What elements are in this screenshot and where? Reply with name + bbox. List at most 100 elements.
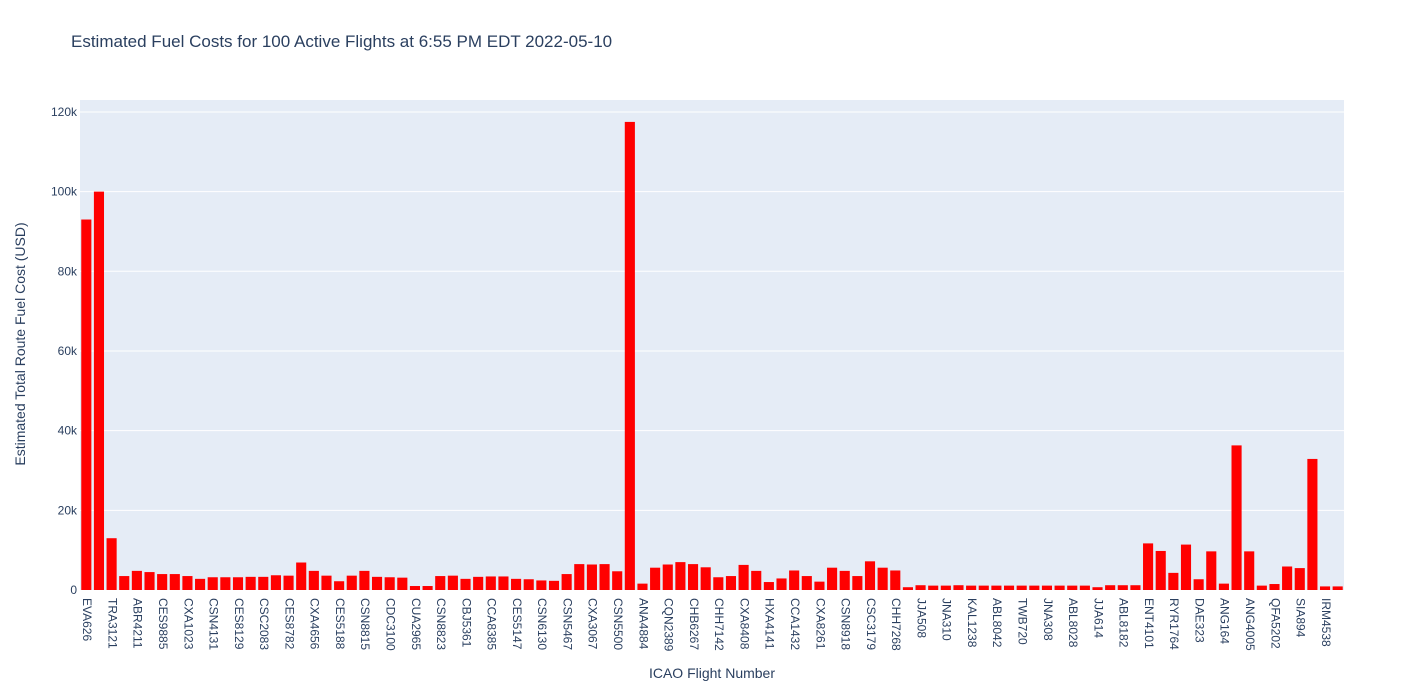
x-tick-label: JNA310 bbox=[940, 598, 954, 641]
bar bbox=[1282, 566, 1293, 590]
bar bbox=[1041, 585, 1053, 590]
bar bbox=[586, 564, 597, 590]
bar bbox=[232, 577, 244, 590]
bar bbox=[245, 576, 256, 590]
bar bbox=[928, 585, 939, 590]
bar bbox=[1054, 585, 1065, 590]
bar bbox=[991, 585, 1002, 590]
bar bbox=[877, 567, 888, 590]
bar bbox=[966, 585, 977, 590]
bar bbox=[447, 575, 458, 590]
x-tick-label: JJA614 bbox=[1091, 598, 1105, 638]
y-tick-label: 60k bbox=[58, 344, 78, 358]
x-tick-label: ANG164 bbox=[1218, 598, 1232, 644]
x-tick-label: ABL8042 bbox=[990, 598, 1004, 648]
bar bbox=[624, 121, 635, 590]
x-tick-label: CSC2083 bbox=[257, 598, 271, 650]
bar bbox=[1168, 572, 1179, 590]
bar bbox=[270, 575, 281, 590]
plot-background bbox=[80, 100, 1344, 590]
x-tick-label: CBJ5361 bbox=[459, 598, 473, 648]
x-tick-label: CHH7268 bbox=[889, 598, 903, 651]
bar bbox=[940, 585, 951, 590]
y-tick-label: 100k bbox=[51, 185, 78, 199]
x-tick-label: ANG4005 bbox=[1243, 598, 1257, 651]
bar bbox=[131, 570, 142, 590]
bar bbox=[296, 562, 307, 590]
x-tick-label: CSN6130 bbox=[535, 598, 549, 650]
bar bbox=[283, 575, 294, 590]
y-tick-label: 80k bbox=[58, 264, 78, 278]
x-tick-label: ENT4101 bbox=[1142, 598, 1156, 649]
bar bbox=[612, 571, 623, 590]
x-tick-label: CES5188 bbox=[333, 598, 347, 650]
bar bbox=[157, 574, 168, 590]
bar bbox=[435, 576, 446, 590]
x-tick-label: CSN5500 bbox=[611, 598, 625, 650]
x-tick-label: TWB720 bbox=[1016, 598, 1030, 645]
x-tick-label: CSN8815 bbox=[358, 598, 372, 650]
x-tick-label: CXA1023 bbox=[181, 598, 195, 650]
chart-title: Estimated Fuel Costs for 100 Active Flig… bbox=[71, 32, 613, 51]
bar bbox=[1143, 543, 1154, 590]
bar bbox=[687, 564, 699, 590]
bar bbox=[751, 570, 762, 590]
x-tick-label: RYR1764 bbox=[1167, 598, 1181, 650]
bar bbox=[308, 570, 319, 590]
bar bbox=[1079, 585, 1090, 590]
bar bbox=[763, 582, 774, 590]
bar bbox=[93, 191, 105, 590]
bar bbox=[662, 564, 673, 590]
bar bbox=[713, 577, 724, 590]
x-tick-label: ANA4884 bbox=[636, 598, 650, 650]
x-tick-label: ABR4211 bbox=[131, 598, 145, 649]
bar bbox=[801, 576, 812, 590]
bar bbox=[738, 564, 749, 590]
bar bbox=[953, 585, 964, 590]
y-tick-label: 40k bbox=[58, 424, 78, 438]
bar bbox=[776, 578, 787, 590]
bar bbox=[561, 574, 572, 590]
x-tick-label: CSC3179 bbox=[864, 598, 878, 650]
bar bbox=[650, 567, 661, 590]
x-tick-label: CCA1432 bbox=[788, 598, 802, 650]
x-tick-label: CXA3067 bbox=[586, 598, 600, 650]
bar bbox=[334, 581, 345, 590]
x-tick-label: CES9885 bbox=[156, 598, 170, 650]
x-tick-label: QFA5202 bbox=[1268, 598, 1282, 649]
bar bbox=[422, 586, 433, 590]
x-tick-label: CES8782 bbox=[282, 598, 296, 650]
x-tick-label: HXA4141 bbox=[763, 598, 777, 650]
bar bbox=[409, 586, 421, 590]
bar bbox=[1256, 585, 1267, 590]
bar bbox=[890, 570, 901, 590]
bar bbox=[359, 570, 370, 590]
x-tick-label: DAE323 bbox=[1192, 598, 1206, 643]
bar bbox=[106, 538, 117, 590]
bar bbox=[1117, 585, 1128, 590]
y-axis-title: Estimated Total Route Fuel Cost (USD) bbox=[12, 222, 28, 466]
bar bbox=[346, 575, 357, 590]
x-tick-label: JNA308 bbox=[1041, 598, 1055, 641]
x-tick-label: CES8129 bbox=[232, 598, 246, 650]
x-tick-label: SIA894 bbox=[1294, 598, 1308, 638]
x-tick-label: CSN8823 bbox=[434, 598, 448, 650]
bar bbox=[902, 587, 913, 590]
bar bbox=[169, 574, 180, 590]
bar bbox=[1029, 585, 1040, 590]
bar bbox=[1180, 544, 1192, 590]
bar bbox=[485, 576, 496, 590]
bar bbox=[1155, 550, 1166, 590]
x-tick-label: CSN4131 bbox=[207, 598, 221, 650]
bar bbox=[207, 577, 218, 590]
bar bbox=[498, 576, 509, 590]
bar bbox=[675, 562, 686, 590]
x-tick-label: CHH7142 bbox=[712, 598, 726, 651]
bar bbox=[915, 585, 926, 590]
x-tick-label: CUA2965 bbox=[409, 598, 423, 650]
bar bbox=[574, 564, 585, 590]
bar bbox=[1294, 568, 1305, 590]
bar bbox=[1003, 585, 1015, 590]
x-tick-label: JJA508 bbox=[914, 598, 928, 638]
y-tick-label: 20k bbox=[58, 503, 78, 517]
